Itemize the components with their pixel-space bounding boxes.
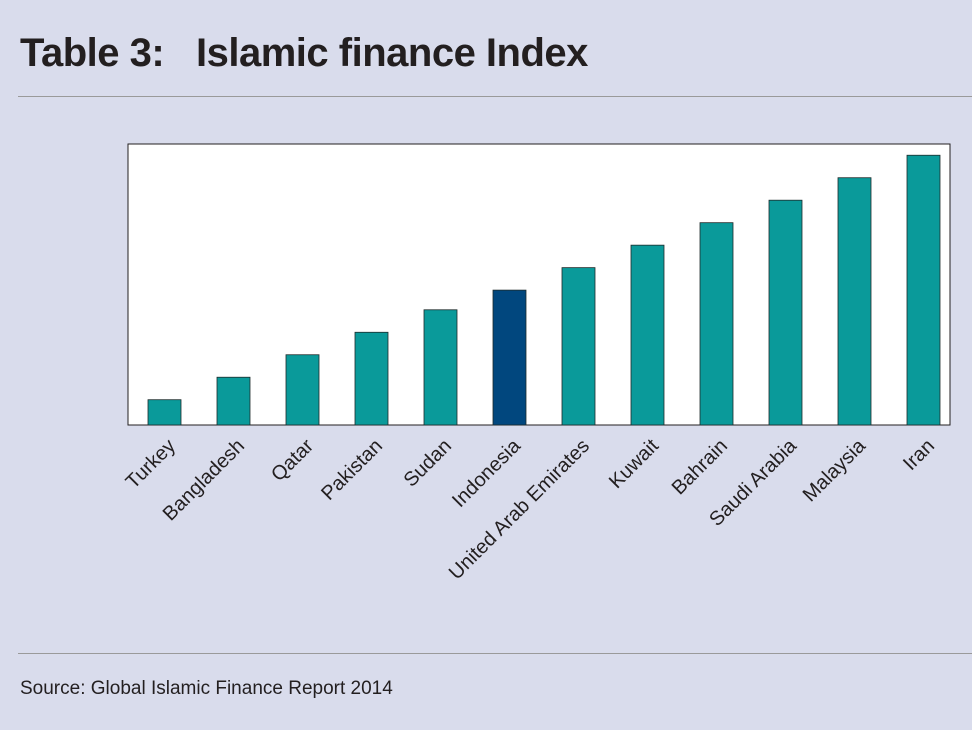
bar-bangladesh (216, 376, 251, 426)
bar-turkey (147, 399, 182, 426)
x-tick-label-kuwait: Kuwait (605, 435, 663, 493)
bar-qatar (285, 354, 320, 426)
x-tick-label-united-arab-emirates: United Arab Emirates (445, 435, 594, 584)
bar-malaysia (837, 177, 872, 426)
bar-iran (906, 154, 941, 426)
bar-pakistan (354, 331, 389, 426)
x-tick-label-bahrain: Bahrain (668, 435, 732, 499)
bar-kuwait (630, 244, 665, 426)
bar-sudan (423, 309, 458, 426)
x-tick-label-malaysia: Malaysia (799, 434, 871, 506)
source-divider (18, 653, 972, 654)
x-tick-label-pakistan: Pakistan (317, 435, 387, 505)
x-tick-label-sudan: Sudan (400, 435, 456, 491)
x-tick-label-qatar: Qatar (267, 435, 318, 486)
bar-indonesia (492, 289, 527, 426)
plot-area (127, 143, 951, 426)
page-title: Table 3: Islamic finance Index (20, 31, 588, 75)
bar-bahrain (699, 222, 734, 426)
bar-saudi-arabia (768, 199, 803, 426)
title-divider (18, 96, 972, 97)
x-tick-label-turkey: Turkey (122, 435, 180, 493)
bar-united-arab-emirates (561, 267, 596, 426)
x-tick-label-iran: Iran (899, 435, 939, 475)
source-note: Source: Global Islamic Finance Report 20… (20, 678, 393, 699)
